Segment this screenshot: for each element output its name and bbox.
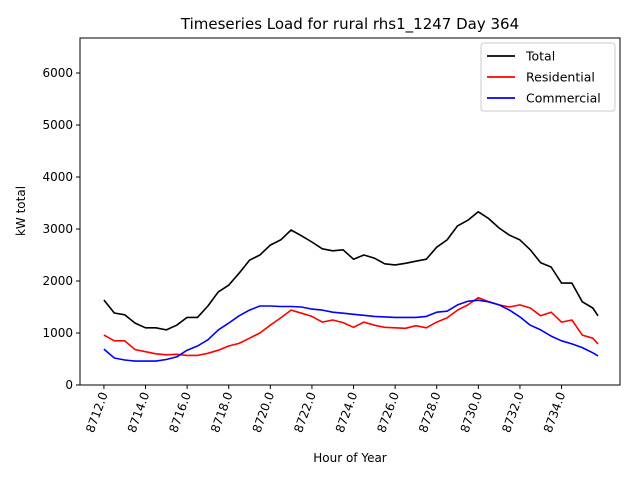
legend-label-residential: Residential	[526, 70, 595, 85]
x-axis-label: Hour of Year	[313, 451, 387, 465]
y-tick-label: 6000	[42, 66, 73, 80]
x-tick-label: 8724.0	[333, 390, 361, 434]
x-tick-label: 8714.0	[125, 390, 153, 434]
series-layer	[103, 211, 599, 362]
x-tick-label: 8726.0	[374, 390, 402, 434]
y-tick-label: 0	[65, 378, 73, 392]
x-tick-label: 8716.0	[166, 390, 194, 434]
series-line-commercial	[103, 299, 599, 362]
x-tick-label: 8732.0	[499, 390, 527, 434]
x-tick-label: 8730.0	[458, 390, 486, 434]
y-tick-label: 1000	[42, 326, 73, 340]
x-tick-label: 8718.0	[208, 390, 236, 434]
legend-label-total: Total	[525, 49, 555, 64]
y-tick-label: 5000	[42, 118, 73, 132]
plot-frame	[79, 37, 621, 386]
chart-title: Timeseries Load for rural rhs1_1247 Day …	[180, 15, 519, 34]
x-tick-label: 8722.0	[291, 390, 319, 434]
x-tick-label: 8712.0	[83, 390, 111, 434]
y-tick-label: 2000	[42, 274, 73, 288]
legend: Total Residential Commercial	[480, 42, 616, 112]
x-axis: 8712.0 8714.0 8716.0 8718.0 8720.0 8722.0 8724…	[83, 385, 568, 434]
legend-label-commercial: Commercial	[526, 91, 601, 106]
series-line-residential	[103, 296, 599, 357]
y-axis-label: kW total	[14, 186, 28, 236]
x-tick-label: 8734.0	[541, 390, 569, 434]
y-tick-label: 4000	[42, 170, 73, 184]
y-axis: 0 1000 2000 3000 4000 5000 6000	[42, 66, 80, 392]
series-line-total	[103, 211, 599, 331]
x-tick-label: 8728.0	[416, 390, 444, 434]
legend-box	[480, 42, 616, 112]
x-tick-label: 8720.0	[250, 390, 278, 434]
y-tick-label: 3000	[42, 222, 73, 236]
